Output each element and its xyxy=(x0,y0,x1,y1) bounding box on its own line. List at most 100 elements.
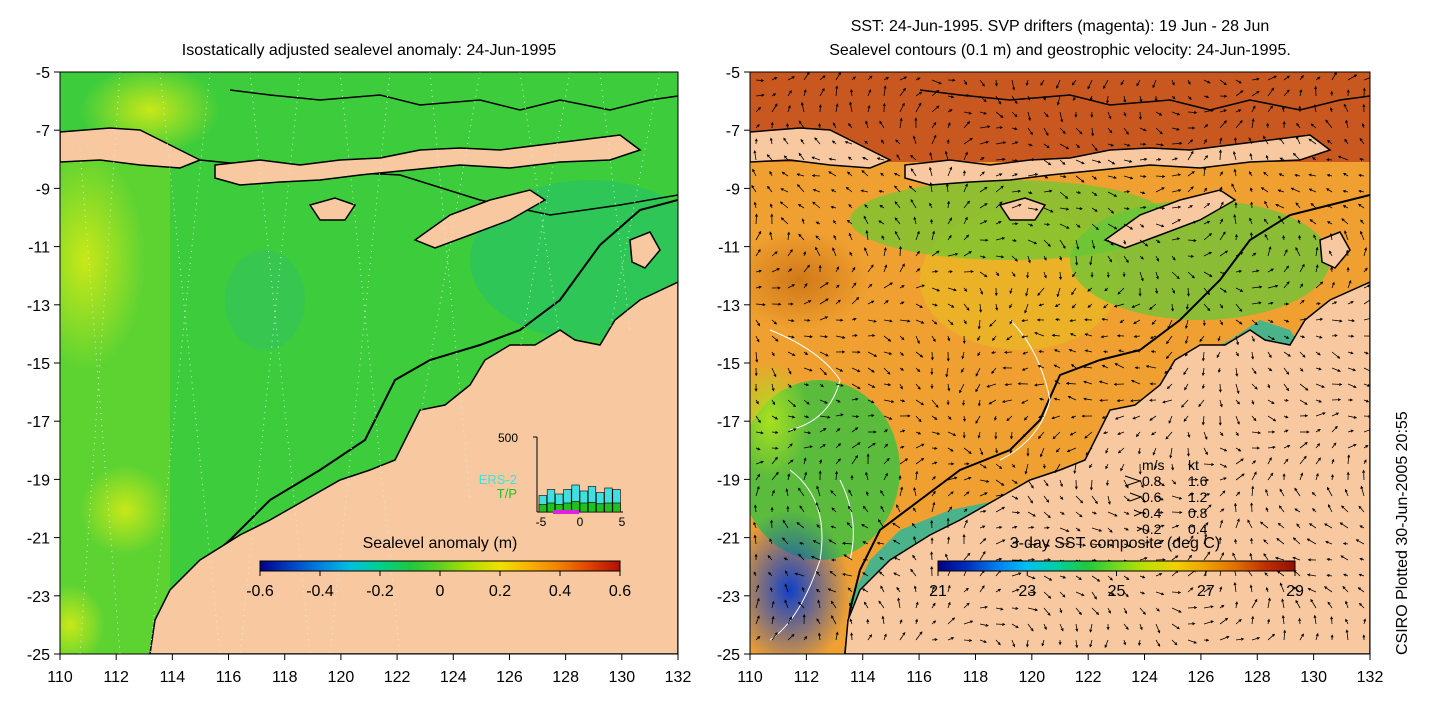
velocity-arrow-head xyxy=(839,368,844,372)
velocity-arrow-head xyxy=(803,251,807,255)
velocity-arrow xyxy=(979,551,986,561)
left-colorbar-ramp xyxy=(259,560,621,572)
velocity-arrow-head xyxy=(775,338,779,342)
velocity-arrow-head xyxy=(1031,526,1035,529)
velocity-arrow xyxy=(798,488,805,497)
velocity-arrow xyxy=(819,399,828,404)
velocity-arrow-head xyxy=(1103,431,1107,434)
velocity-arrow-head xyxy=(830,205,834,209)
velocity-arrow-head xyxy=(1190,254,1195,258)
velocity-arrow xyxy=(755,270,762,273)
velocity-arrow-head xyxy=(1305,387,1309,391)
velocity-arrow-head xyxy=(879,557,883,560)
velocity-arrow xyxy=(1314,615,1317,625)
velocity-arrow-head xyxy=(1339,319,1343,323)
velocity-arrow-head xyxy=(1177,219,1181,222)
velocity-arrow-head xyxy=(1176,237,1181,241)
velocity-arrow xyxy=(755,461,764,465)
velocity-arrow-head xyxy=(1221,604,1225,608)
velocity-arrow xyxy=(877,542,885,545)
velocity-arrow-head xyxy=(1154,465,1158,470)
velocity-arrow xyxy=(1059,271,1062,280)
velocity-arrow-head xyxy=(1032,576,1036,580)
velocity-arrow xyxy=(963,183,968,193)
velocity-arrow-head xyxy=(1193,606,1198,610)
velocity-arrow-head xyxy=(1258,301,1262,305)
velocity-arrow-head xyxy=(876,157,881,161)
velocity-arrow xyxy=(877,157,885,161)
velocity-arrow-head xyxy=(1327,486,1330,491)
velocity-arrow-head xyxy=(929,166,932,171)
velocity-arrow-head xyxy=(1362,469,1366,473)
velocity-arrow-head xyxy=(773,321,778,325)
velocity-arrow-head xyxy=(1030,131,1033,136)
left-lesser-sunda-islands xyxy=(214,134,642,186)
velocity-arrow-head xyxy=(1287,445,1291,448)
velocity-arrow-head xyxy=(1006,337,1010,341)
velocity-arrow-head xyxy=(1223,109,1227,113)
velocity-arrow xyxy=(1307,574,1317,577)
velocity-arrow xyxy=(1171,623,1180,630)
velocity-arrow xyxy=(771,103,778,113)
velocity-arrow-head xyxy=(1046,526,1050,530)
velocity-arrow xyxy=(1171,157,1178,161)
velocity-arrow-head xyxy=(842,541,846,545)
velocity-arrow-head xyxy=(1220,519,1224,523)
velocity-arrow xyxy=(1123,255,1129,263)
velocity-arrow-head xyxy=(999,466,1003,470)
velocity-arrow xyxy=(1083,381,1093,385)
velocity-arrow xyxy=(787,415,795,418)
velocity-arrow xyxy=(1155,111,1162,116)
velocity-arrow-head xyxy=(950,448,954,452)
inset-bar-tp xyxy=(579,502,588,513)
velocity-arrow-head xyxy=(984,220,988,224)
velocity-arrow xyxy=(1203,493,1210,497)
velocity-arrow-head xyxy=(1250,502,1254,506)
velocity-arrow xyxy=(1299,399,1308,405)
left-timor-island xyxy=(413,189,547,249)
velocity-arrow-head xyxy=(1202,385,1205,390)
x-tick-label: 130 xyxy=(608,669,635,686)
velocity-arrow xyxy=(864,601,869,609)
velocity-arrow xyxy=(755,474,760,481)
velocity-arrow-head xyxy=(1097,578,1101,582)
right-sulawesi-coast xyxy=(919,89,1370,111)
velocity-arrow-head xyxy=(946,517,950,521)
velocity-arrow xyxy=(851,282,857,289)
velocity-arrow-head xyxy=(801,586,805,591)
right-colorbar: 3-day SST composite (deg C) 21 23 25 27 29 xyxy=(929,535,1304,600)
velocity-arrow xyxy=(1027,255,1031,263)
velocity-arrow xyxy=(931,415,938,420)
velocity-arrow xyxy=(1056,79,1061,89)
velocity-arrow-head xyxy=(835,631,839,635)
velocity-arrow-head xyxy=(1157,643,1161,647)
velocity-arrow xyxy=(979,187,988,193)
velocity-arrow-head xyxy=(932,490,936,494)
velocity-arrow-head xyxy=(1106,626,1110,631)
velocity-arrow-head xyxy=(1250,201,1254,205)
velocity-arrow xyxy=(780,188,789,193)
velocity-arrow xyxy=(914,586,917,593)
velocity-arrow-head xyxy=(812,201,816,205)
velocity-arrow xyxy=(914,217,917,225)
velocity-arrow-head xyxy=(1071,291,1075,296)
velocity-arrow xyxy=(1090,479,1093,490)
velocity-legend-ms: 0.8 xyxy=(1142,473,1162,489)
velocity-arrow-head xyxy=(849,618,853,622)
velocity-arrow xyxy=(1059,207,1069,210)
velocity-arrow xyxy=(1267,335,1275,340)
velocity-arrow-head xyxy=(1000,255,1005,259)
velocity-arrow-head xyxy=(1073,470,1077,475)
velocity-arrow-head xyxy=(1358,505,1362,509)
velocity-arrow-head xyxy=(936,250,940,254)
velocity-arrow xyxy=(947,217,952,225)
velocity-arrow-head xyxy=(983,465,987,469)
velocity-arrow xyxy=(1340,522,1349,529)
velocity-arrow xyxy=(1299,442,1308,449)
velocity-arrow-head xyxy=(1146,540,1151,544)
velocity-arrow xyxy=(893,539,901,545)
velocity-arrow xyxy=(947,167,952,177)
right-sealevel-contour-1 xyxy=(769,329,841,431)
velocity-arrow-head xyxy=(881,235,885,239)
velocity-arrow xyxy=(1291,187,1301,193)
